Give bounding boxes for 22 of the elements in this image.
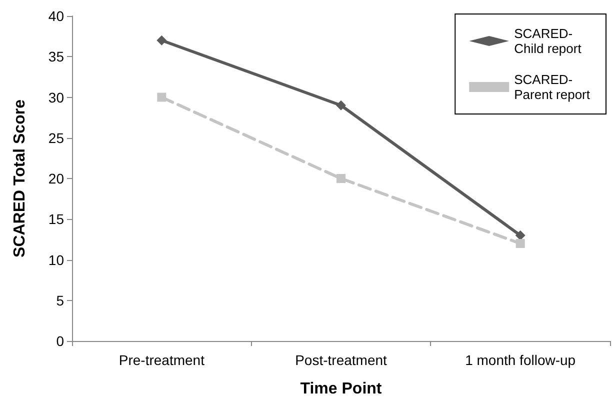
- x-axis-title: Time Point: [300, 380, 382, 398]
- legend-label: SCARED-Parent report: [514, 72, 590, 102]
- point: [515, 230, 526, 240]
- y-tick-label: 40: [48, 8, 64, 24]
- y-tick-label: 35: [48, 48, 64, 65]
- y-tick-label: 15: [48, 211, 64, 228]
- x-tick-label: Pre-treatment: [118, 352, 205, 368]
- y-axis-title: SCARED Total Score: [12, 99, 28, 258]
- point: [336, 174, 346, 183]
- point: [157, 92, 166, 102]
- legend-label: SCARED-Child report: [514, 26, 582, 56]
- y-tick-label: 0: [56, 333, 64, 349]
- y-tick-label: 20: [48, 170, 64, 186]
- y-tick-label: 10: [48, 252, 64, 268]
- x-tick-label: 1 month follow-up: [465, 352, 576, 368]
- point: [516, 239, 525, 248]
- x-tick-label: Post-treatment: [295, 352, 388, 368]
- y-tick-label: 5: [56, 292, 64, 308]
- y-tick-label: 25: [48, 130, 64, 146]
- y-tick-label: 30: [48, 89, 64, 106]
- point: [336, 100, 346, 110]
- point: [156, 35, 167, 46]
